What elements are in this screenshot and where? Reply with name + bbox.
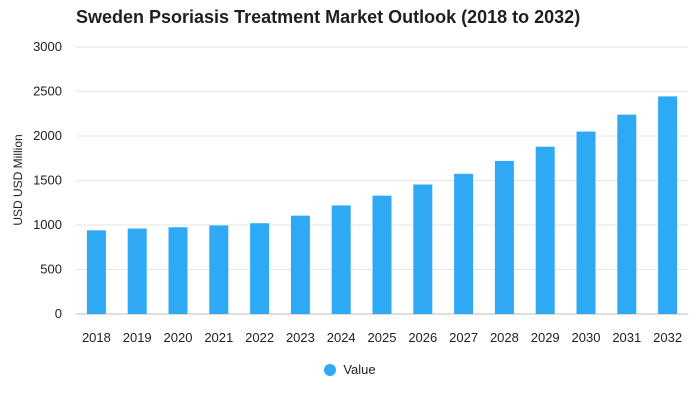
bar-2030	[576, 131, 596, 314]
x-tick-label: 2021	[204, 330, 233, 345]
bar-2019	[127, 228, 147, 314]
x-tick-label: 2029	[531, 330, 560, 345]
bar-2024	[331, 205, 351, 314]
bar-2027	[454, 173, 474, 314]
y-tick-label: 500	[40, 262, 62, 277]
y-tick-label: 2500	[33, 84, 62, 99]
x-tick-label: 2022	[245, 330, 274, 345]
bar-2025	[372, 195, 392, 314]
x-tick-label: 2025	[368, 330, 397, 345]
y-axis-ticks: 0 500 1000 1500 2000 2500 3000	[33, 39, 62, 321]
y-tick-label: 1500	[33, 173, 62, 188]
x-tick-label: 2019	[123, 330, 152, 345]
y-tick-label: 3000	[33, 39, 62, 54]
x-tick-label: 2018	[82, 330, 111, 345]
x-tick-label: 2030	[572, 330, 601, 345]
legend-label: Value	[343, 362, 376, 377]
legend: Value	[0, 362, 700, 377]
bar-2023	[290, 215, 310, 314]
x-tick-label: 2026	[408, 330, 437, 345]
bars	[86, 96, 678, 315]
bar-2032	[658, 96, 678, 315]
x-tick-label: 2031	[612, 330, 641, 345]
bar-2021	[209, 225, 229, 314]
bar-2018	[86, 230, 106, 314]
bar-2022	[250, 223, 270, 314]
chart-title: Sweden Psoriasis Treatment Market Outloo…	[76, 7, 581, 27]
bar-2028	[494, 160, 514, 314]
x-tick-label: 2027	[449, 330, 478, 345]
bar-2029	[535, 146, 555, 314]
x-tick-label: 2023	[286, 330, 315, 345]
x-axis-ticks: 2018 2019 2020 2021 2022 2023 2024 2025 2026 2027…	[82, 330, 682, 345]
bar-2020	[168, 227, 188, 314]
x-tick-label: 2020	[164, 330, 193, 345]
y-tick-label: 2000	[33, 128, 62, 143]
y-tick-label: 0	[55, 306, 62, 321]
x-tick-label: 2032	[653, 330, 682, 345]
x-tick-label: 2028	[490, 330, 519, 345]
legend-swatch	[324, 363, 337, 376]
y-tick-label: 1000	[33, 217, 62, 232]
x-tick-label: 2024	[327, 330, 356, 345]
bar-2026	[413, 184, 433, 314]
y-axis-label: USD USD Million	[11, 134, 25, 225]
bar-2031	[617, 114, 637, 314]
